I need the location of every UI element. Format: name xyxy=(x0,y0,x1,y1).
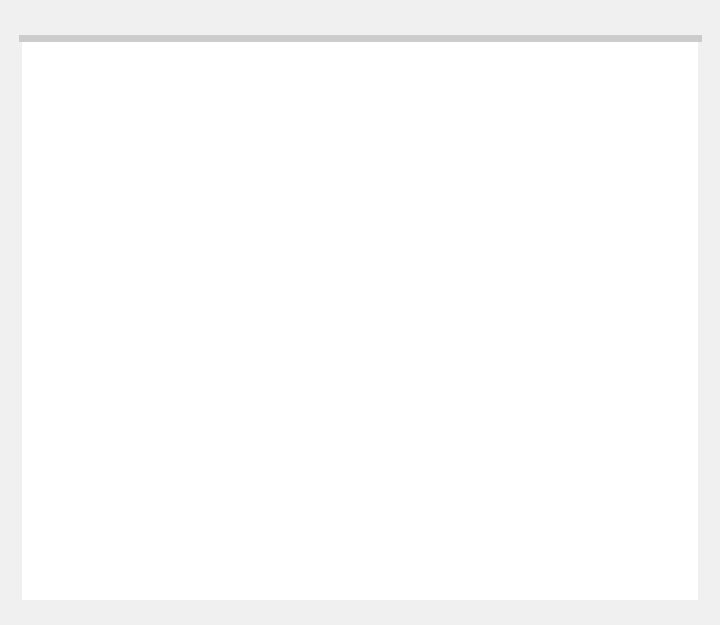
Circle shape xyxy=(134,428,142,435)
Circle shape xyxy=(130,262,150,279)
Circle shape xyxy=(134,371,142,378)
Circle shape xyxy=(130,368,150,386)
Circle shape xyxy=(614,518,643,542)
Text: Let $X_1, X_2, \ldots, X_{20}$ be a random sample from $N(3, 16)$.: Let $X_1, X_2, \ldots, X_{20}$ be a rand… xyxy=(129,138,660,161)
Text: The distribution of $U =X_1+2X_2 +3X_3$ is: The distribution of $U =X_1+2X_2 +3X_3$ … xyxy=(129,176,534,198)
Text: $N(6, 96)$: $N(6, 96)$ xyxy=(176,429,256,450)
Text: $N(18, 224)$: $N(18, 224)$ xyxy=(176,318,282,339)
Text: None: None xyxy=(176,265,231,284)
Text: Select one:: Select one: xyxy=(118,239,219,257)
Circle shape xyxy=(134,264,142,271)
Circle shape xyxy=(130,426,150,443)
Text: $N(18, 96)$: $N(18, 96)$ xyxy=(176,371,269,392)
Text: Clear my choice: Clear my choice xyxy=(140,501,286,519)
Circle shape xyxy=(130,315,150,332)
